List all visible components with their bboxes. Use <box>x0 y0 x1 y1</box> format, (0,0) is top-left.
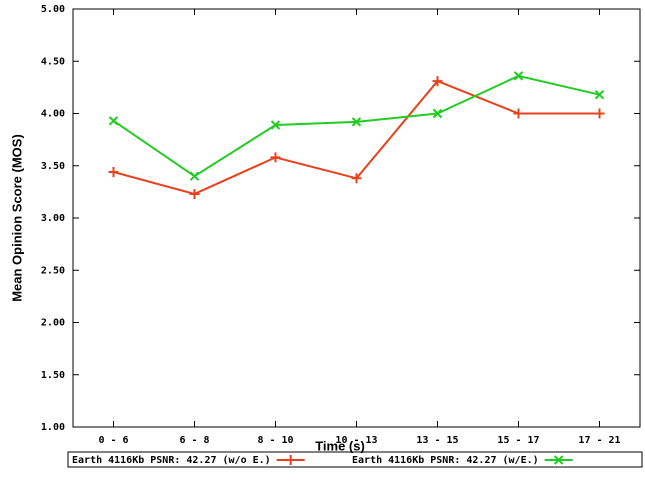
x-tick-label: 15 - 17 <box>497 435 539 446</box>
legend-marker <box>285 455 296 465</box>
y-tick-label: 4.50 <box>41 56 65 67</box>
y-tick-label: 1.50 <box>41 370 65 381</box>
y-tick-label: 3.50 <box>41 161 65 172</box>
point <box>108 167 119 178</box>
point <box>513 108 524 119</box>
legend-label: Earth 4116Kb PSNR: 42.27 (w/o E.) <box>72 455 271 466</box>
x-tick-label: 8 - 10 <box>257 435 293 446</box>
point <box>108 116 119 126</box>
point <box>594 89 605 100</box>
legend-box <box>67 451 643 468</box>
legend-marker <box>553 455 564 465</box>
y-tick-label: 4.00 <box>41 109 65 120</box>
plot-frame <box>72 8 641 428</box>
point <box>432 108 443 119</box>
x-tick-label: 13 - 15 <box>416 435 458 446</box>
point <box>594 108 605 119</box>
point <box>351 117 362 127</box>
x-axis-label: Time (s) <box>315 438 365 453</box>
point <box>513 71 524 81</box>
point <box>270 152 281 163</box>
point <box>270 120 281 130</box>
y-axis-label: Mean Opinion Score (MOS) <box>9 134 24 302</box>
y-tick-label: 3.00 <box>41 213 65 224</box>
point <box>432 76 443 87</box>
x-tick-label: 0 - 6 <box>98 435 128 446</box>
legend-label: Earth 4116Kb PSNR: 42.27 (w/E.) <box>352 455 539 466</box>
point <box>189 171 200 181</box>
x-tick-label: 6 - 8 <box>179 435 209 446</box>
x-tick-label: 10 - 13 <box>335 435 377 446</box>
point <box>351 173 362 184</box>
series-line <box>112 74 600 178</box>
point <box>189 188 200 199</box>
y-tick-label: 1.00 <box>41 422 65 433</box>
y-tick-label: 2.50 <box>41 265 65 276</box>
y-tick-label: 5.00 <box>41 4 65 15</box>
y-tick-label: 2.00 <box>41 318 65 329</box>
x-tick-label: 17 - 21 <box>578 435 620 446</box>
